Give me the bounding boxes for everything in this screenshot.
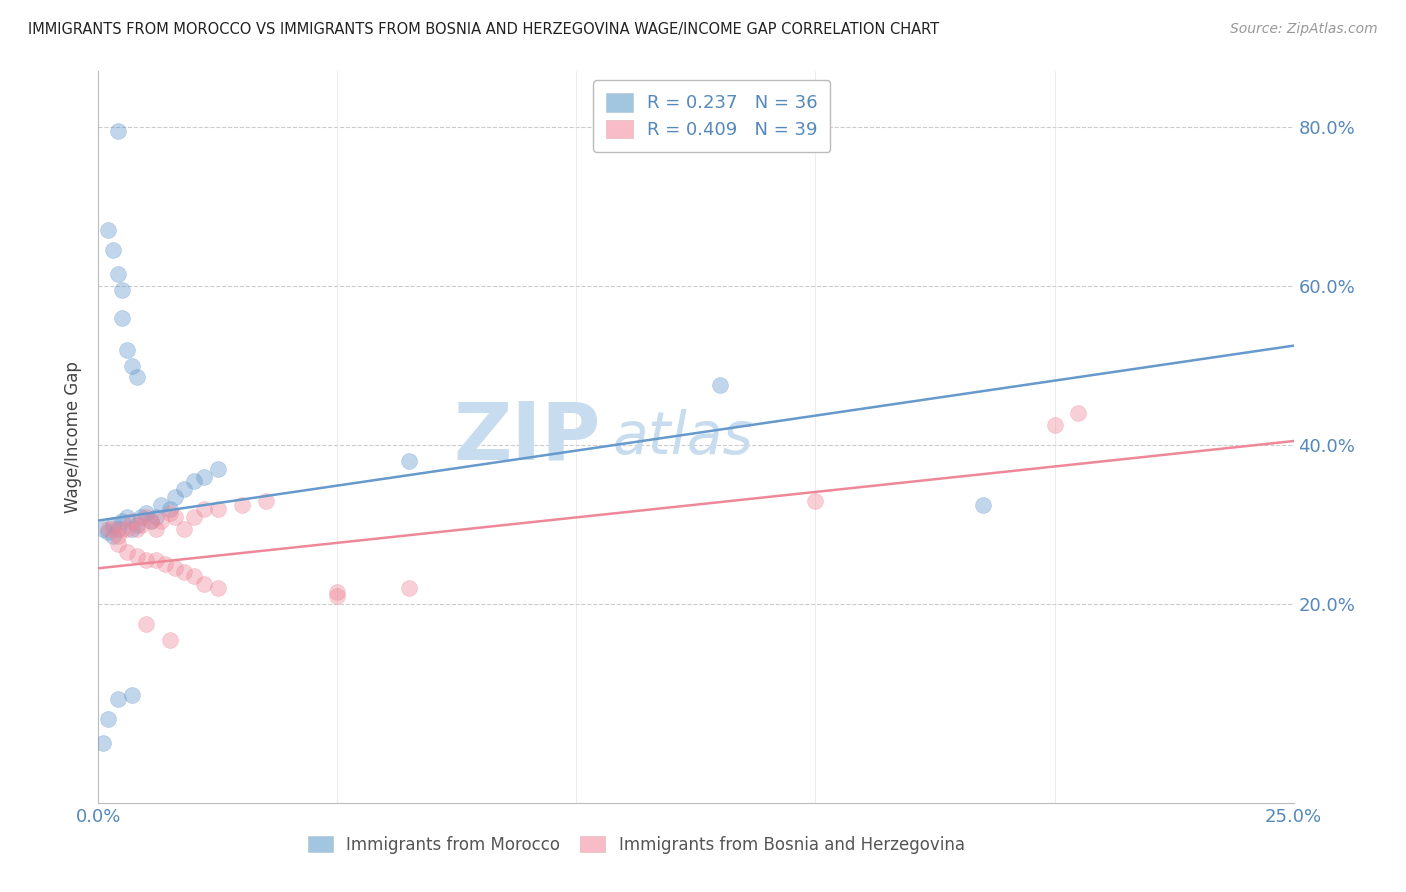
Point (101, 517, 124, 532)
Point (326, 589, 349, 603)
Point (149, 514, 172, 528)
Point (101, 521, 124, 535)
Point (193, 577, 215, 591)
Point (193, 470, 215, 484)
Point (115, 545, 138, 559)
Point (135, 616, 157, 631)
Point (804, 493, 827, 508)
Point (97, 521, 120, 535)
Legend: Immigrants from Morocco, Immigrants from Bosnia and Herzegovina: Immigrants from Morocco, Immigrants from… (301, 829, 972, 860)
Point (207, 581, 229, 595)
Point (173, 482, 195, 496)
Point (101, 244, 124, 258)
Point (163, 509, 186, 524)
Point (207, 462, 229, 476)
Point (91, 736, 114, 750)
Point (193, 501, 215, 516)
Point (145, 553, 167, 567)
Y-axis label: Wage/Income Gap: Wage/Income Gap (65, 361, 83, 513)
Point (135, 509, 157, 524)
Point (101, 529, 124, 543)
Point (115, 343, 138, 357)
Point (125, 549, 148, 564)
Point (111, 310, 134, 325)
Point (709, 378, 731, 392)
Point (125, 517, 148, 532)
Text: atlas: atlas (613, 409, 754, 466)
Point (398, 454, 420, 468)
Point (183, 509, 205, 524)
Point (125, 521, 148, 535)
Point (254, 493, 277, 508)
Point (145, 521, 167, 535)
Point (97, 223, 120, 237)
Text: IMMIGRANTS FROM MOROCCO VS IMMIGRANTS FROM BOSNIA AND HERZEGOVINA WAGE/INCOME GA: IMMIGRANTS FROM MOROCCO VS IMMIGRANTS FR… (28, 22, 939, 37)
Point (107, 521, 129, 535)
Point (91, 521, 114, 535)
Point (398, 581, 420, 595)
Point (107, 124, 129, 138)
Point (121, 521, 143, 535)
Point (97, 525, 120, 540)
Text: ZIP: ZIP (453, 398, 600, 476)
Point (145, 509, 167, 524)
Point (121, 359, 143, 373)
Point (135, 506, 157, 520)
Point (155, 558, 177, 572)
Point (972, 498, 994, 512)
Point (149, 498, 172, 512)
Point (115, 521, 138, 535)
Point (131, 517, 153, 532)
Point (111, 514, 134, 528)
Point (107, 529, 129, 543)
Point (125, 370, 148, 384)
Point (139, 514, 162, 528)
Point (159, 506, 181, 520)
Point (173, 566, 195, 580)
Point (1043, 418, 1066, 433)
Point (111, 521, 134, 535)
Point (107, 537, 129, 551)
Point (1067, 406, 1090, 420)
Point (163, 490, 186, 504)
Point (107, 692, 129, 706)
Point (159, 501, 181, 516)
Point (139, 514, 162, 528)
Point (183, 474, 205, 488)
Point (231, 498, 253, 512)
Point (173, 521, 195, 535)
Point (183, 569, 205, 583)
Point (159, 632, 181, 647)
Point (131, 509, 153, 524)
Point (207, 501, 229, 516)
Point (115, 509, 138, 524)
Text: Source: ZipAtlas.com: Source: ZipAtlas.com (1230, 22, 1378, 37)
Point (135, 553, 157, 567)
Point (326, 585, 349, 599)
Point (163, 561, 186, 575)
Point (97, 712, 120, 726)
Point (121, 689, 143, 703)
Point (111, 283, 134, 297)
Point (107, 267, 129, 281)
Point (121, 514, 143, 528)
